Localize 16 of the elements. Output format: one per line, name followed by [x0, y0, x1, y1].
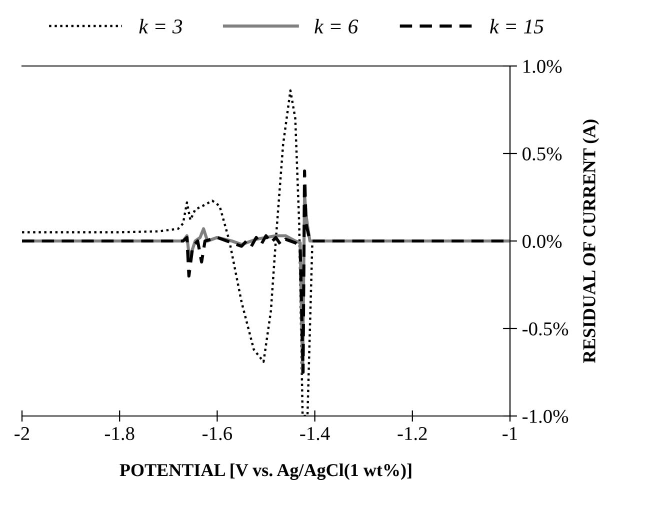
x-tick-label: -1.4 [300, 427, 330, 440]
x-tick-label: -1.6 [202, 427, 232, 440]
y-tick-label: 0.5% [522, 147, 562, 161]
x-tick-label: -2 [14, 427, 30, 440]
legend-label: k = 6 [314, 18, 358, 34]
y-tick-label: -0.5% [522, 322, 568, 336]
y-tick-label: 1.0% [524, 60, 562, 74]
x-tick-label: -1.2 [398, 427, 427, 440]
x-tick-label: -1 [502, 427, 517, 440]
y-tick-label: -1.0% [522, 410, 568, 424]
y-axis-title: RESIDUAL OF CURRENT (A) [582, 120, 600, 363]
legend-label: k = 15 [490, 18, 544, 34]
x-axis-title: POTENTIAL [V vs. Ag/AgCl(1 wt%)] [120, 463, 412, 480]
x-tick-label: -1.8 [104, 426, 134, 440]
legend-label: k = 3 [139, 18, 182, 34]
y-tick-label: 0.0% [522, 234, 562, 248]
